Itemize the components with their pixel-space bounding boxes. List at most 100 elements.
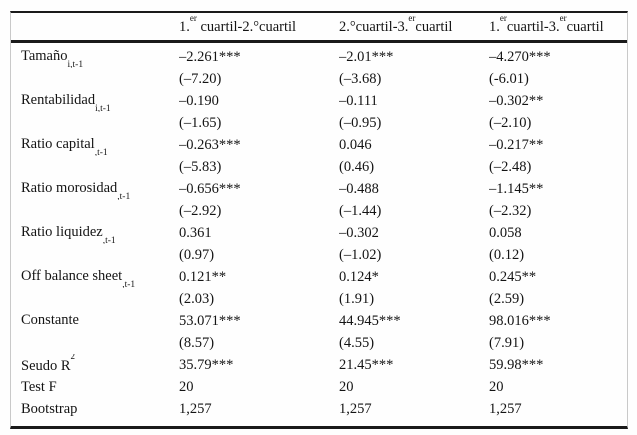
row-label — [11, 288, 179, 310]
row-label-subscript: ,t-1 — [122, 279, 136, 288]
stat-cell: 20 — [179, 378, 194, 395]
row-label: Ratio morosidad,t-1 — [11, 178, 179, 200]
row-label-subscript: ,t-1 — [94, 147, 108, 156]
tstat-cell: (–7.20) — [179, 70, 222, 87]
tstat-cell: (0.46) — [339, 158, 375, 175]
coef-cell: –0.217** — [489, 136, 544, 153]
coef-cell: –0.656*** — [179, 180, 241, 197]
coef-cell: –2.261*** — [179, 48, 241, 65]
stat-cell: 1,257 — [179, 400, 212, 417]
tstat-cell: (7.91) — [489, 334, 525, 351]
coef-cell: –1.145** — [489, 180, 544, 197]
coef-cell: 98.016*** — [489, 312, 551, 329]
stat-cell: 1,257 — [489, 400, 522, 417]
row-label: Test F — [11, 376, 179, 398]
coef-cell: 0.245** — [489, 268, 537, 285]
row-label: Ratio liquidez,t-1 — [11, 222, 179, 244]
table-row: Constante 53.071*** 44.945*** 98.016*** — [11, 310, 627, 332]
tstat-cell: (–5.83) — [179, 158, 222, 175]
coef-cell: 0.058 — [489, 224, 522, 241]
row-label — [11, 156, 179, 178]
tstat-cell: (8.57) — [179, 334, 215, 351]
coef-cell: 53.071*** — [179, 312, 241, 329]
row-label — [11, 244, 179, 266]
tstat-cell: (–0.95) — [339, 114, 382, 131]
row-label — [11, 332, 179, 354]
row-label: Seudo R2 — [11, 354, 179, 376]
tstat-cell: (–1.02) — [339, 246, 382, 263]
coef-cell: –0.190 — [179, 92, 219, 109]
table-row: Seudo R2 35.79*** 21.45*** 59.98*** — [11, 354, 627, 376]
tstat-cell: (–2.32) — [489, 202, 532, 219]
tstat-cell: (–1.44) — [339, 202, 382, 219]
table-row: (–2.92) (–1.44) (–2.32) — [11, 200, 627, 222]
table-row: Bootstrap 1,257 1,257 1,257 — [11, 398, 627, 420]
table-row: Ratio capital,t-1 –0.263*** 0.046 –0.217… — [11, 134, 627, 156]
stat-cell: 20 — [489, 378, 504, 395]
coef-cell: –0.111 — [339, 92, 378, 109]
tstat-cell: (–2.92) — [179, 202, 222, 219]
coef-cell: 0.361 — [179, 224, 212, 241]
row-label-text: Bootstrap — [21, 400, 78, 417]
table-row: Ratio morosidad,t-1 –0.656*** –0.488 –1.… — [11, 178, 627, 200]
header-col-q1-q3: 1.ercuartil-3.ercuartil — [489, 13, 627, 43]
row-label — [11, 112, 179, 134]
table-row: Tamañoi,t-1 –2.261*** –2.01*** –4.270*** — [11, 42, 627, 68]
coef-cell: 0.046 — [339, 136, 372, 153]
coef-cell: 0.121** — [179, 268, 227, 285]
row-label-text: Tamaño — [21, 47, 68, 64]
header-spacer — [11, 13, 179, 43]
tstat-cell: (2.59) — [489, 290, 525, 307]
stat-cell: 21.45*** — [339, 356, 394, 373]
tstat-cell: (–1.65) — [179, 114, 222, 131]
row-label: Tamañoi,t-1 — [11, 42, 179, 68]
header-col-q1-q2: 1.er cuartil-2.°cuartil — [179, 13, 339, 43]
table-row: Rentabilidadi,t-1 –0.190 –0.111 –0.302** — [11, 90, 627, 112]
row-label-text: Test F — [21, 378, 57, 395]
regression-results-table: 1.er cuartil-2.°cuartil 2.°cuartil-3.erc… — [11, 13, 627, 420]
table-row: Test F 20 20 20 — [11, 376, 627, 398]
table-row: (8.57) (4.55) (7.91) — [11, 332, 627, 354]
row-label — [11, 68, 179, 90]
coef-cell: –0.302** — [489, 92, 544, 109]
tstat-cell: (0.97) — [179, 246, 215, 263]
row-label-subscript: ,t-1 — [102, 235, 116, 244]
row-label-text: Ratio capital — [21, 135, 95, 152]
table-row: (2.03) (1.91) (2.59) — [11, 288, 627, 310]
coef-cell: 44.945*** — [339, 312, 401, 329]
row-label-text: Seudo R — [21, 357, 71, 374]
stat-cell: 59.98*** — [489, 356, 544, 373]
header-col-q2-q3: 2.°cuartil-3.ercuartil — [339, 13, 489, 43]
stat-cell: 20 — [339, 378, 354, 395]
table-row: Ratio liquidez,t-1 0.361 –0.302 0.058 — [11, 222, 627, 244]
stat-cell: 35.79*** — [179, 356, 234, 373]
tstat-cell: (4.55) — [339, 334, 375, 351]
row-label: Rentabilidadi,t-1 — [11, 90, 179, 112]
table-row: Off balance sheet,t-1 0.121** 0.124* 0.2… — [11, 266, 627, 288]
row-label-superscript: 2 — [70, 354, 76, 362]
tstat-cell: (–2.48) — [489, 158, 532, 175]
row-label: Constante — [11, 310, 179, 332]
coef-cell: –0.488 — [339, 180, 379, 197]
coef-cell: –4.270*** — [489, 48, 551, 65]
row-label-subscript: i,t-1 — [95, 103, 111, 112]
table-row: (0.97) (–1.02) (0.12) — [11, 244, 627, 266]
tstat-cell: (-6.01) — [489, 70, 529, 87]
coef-cell: –0.263*** — [179, 136, 241, 153]
regression-table-frame: 1.er cuartil-2.°cuartil 2.°cuartil-3.erc… — [10, 11, 628, 429]
row-label-text: Ratio morosidad — [21, 179, 118, 196]
row-label-text: Off balance sheet — [21, 267, 123, 284]
stat-cell: 1,257 — [339, 400, 372, 417]
tstat-cell: (–2.10) — [489, 114, 532, 131]
coef-cell: –0.302 — [339, 224, 379, 241]
row-label-text: Constante — [21, 311, 79, 328]
row-label-text: Ratio liquidez — [21, 223, 103, 240]
coef-cell: 0.124* — [339, 268, 379, 285]
row-label — [11, 200, 179, 222]
tstat-cell: (0.12) — [489, 246, 525, 263]
row-label: Ratio capital,t-1 — [11, 134, 179, 156]
row-label-subscript: ,t-1 — [117, 191, 131, 200]
row-label-text: Rentabilidad — [21, 91, 96, 108]
table-row: (–1.65) (–0.95) (–2.10) — [11, 112, 627, 134]
